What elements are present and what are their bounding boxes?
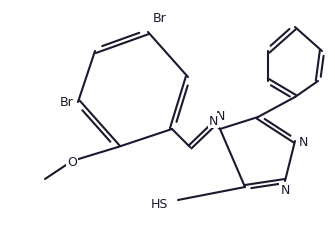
Text: N: N: [280, 183, 290, 196]
Text: Br: Br: [59, 96, 73, 109]
Text: N: N: [209, 115, 218, 128]
Text: N: N: [299, 135, 309, 148]
Text: HS: HS: [151, 198, 168, 211]
Text: O: O: [67, 155, 77, 168]
Text: N: N: [216, 109, 225, 122]
Text: Br: Br: [153, 12, 167, 25]
